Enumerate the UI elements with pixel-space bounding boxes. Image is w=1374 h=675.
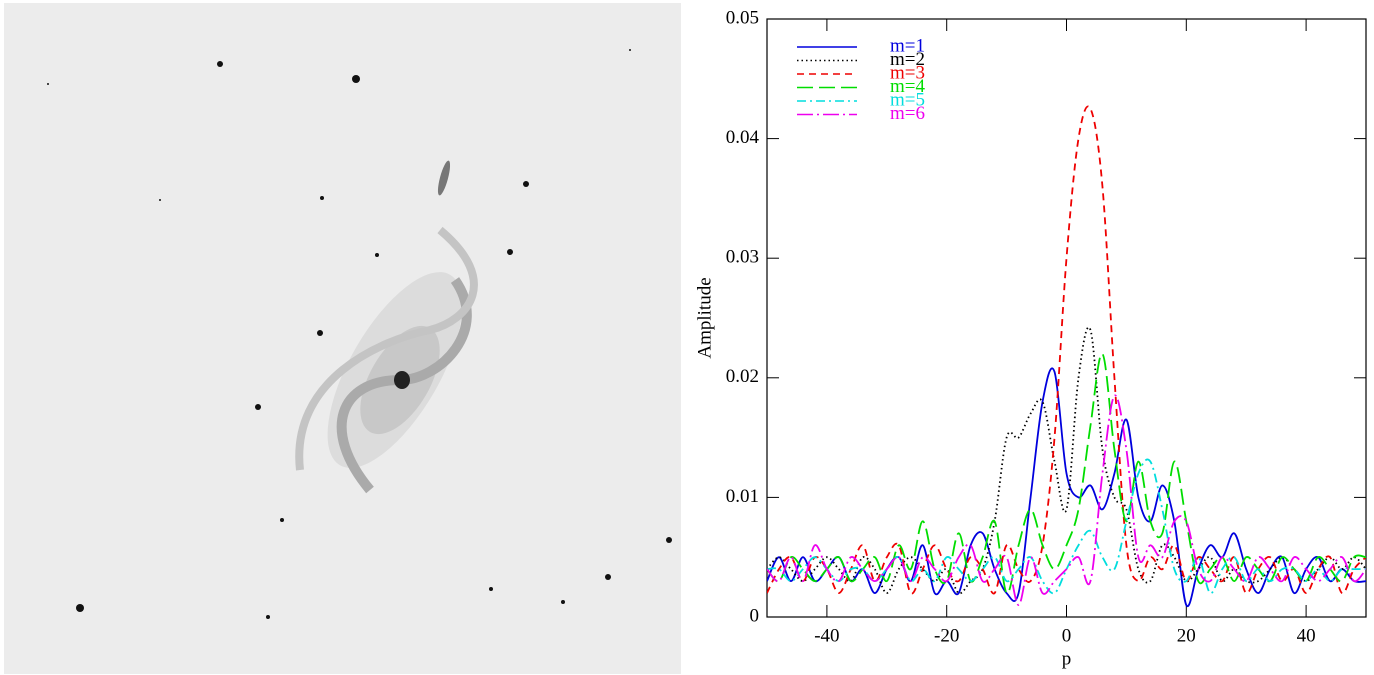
legend-label: m=5 [890, 89, 925, 110]
galaxy-image [4, 3, 681, 674]
legend-label: m=1 [890, 35, 925, 56]
legend-label: m=4 [890, 76, 925, 97]
y-tick-label: 0.05 [726, 7, 759, 28]
x-tick-label: 0 [1062, 625, 1072, 646]
x-tick-label: -40 [814, 625, 839, 646]
legend-label: m=6 [890, 103, 925, 124]
y-tick-label: 0.04 [726, 127, 760, 148]
y-tick-label: 0.03 [726, 247, 759, 268]
x-tick-label: 40 [1297, 625, 1316, 646]
image-background [4, 3, 681, 674]
spiral-arm [295, 226, 478, 471]
x-tick-label: -20 [934, 625, 959, 646]
galaxy-core [394, 371, 410, 389]
series-line [767, 352, 1366, 594]
series-line [767, 326, 1366, 595]
y-tick-label: 0.01 [726, 486, 759, 507]
legend-label: m=2 [890, 49, 925, 70]
series-line [767, 394, 1366, 606]
legend-label: m=3 [890, 62, 925, 83]
series-line [767, 105, 1366, 595]
y-axis-label: Amplitude [694, 277, 715, 358]
x-axis-label: p [1062, 648, 1072, 669]
series-line [767, 458, 1366, 595]
y-tick-label: 0.02 [726, 366, 759, 387]
x-tick-label: 20 [1177, 625, 1196, 646]
companion [437, 160, 451, 196]
stars [47, 49, 672, 619]
y-tick-label: 0 [750, 605, 760, 626]
series-line [767, 367, 1366, 608]
plot-area [767, 105, 1366, 608]
plot-frame [766, 18, 1367, 618]
